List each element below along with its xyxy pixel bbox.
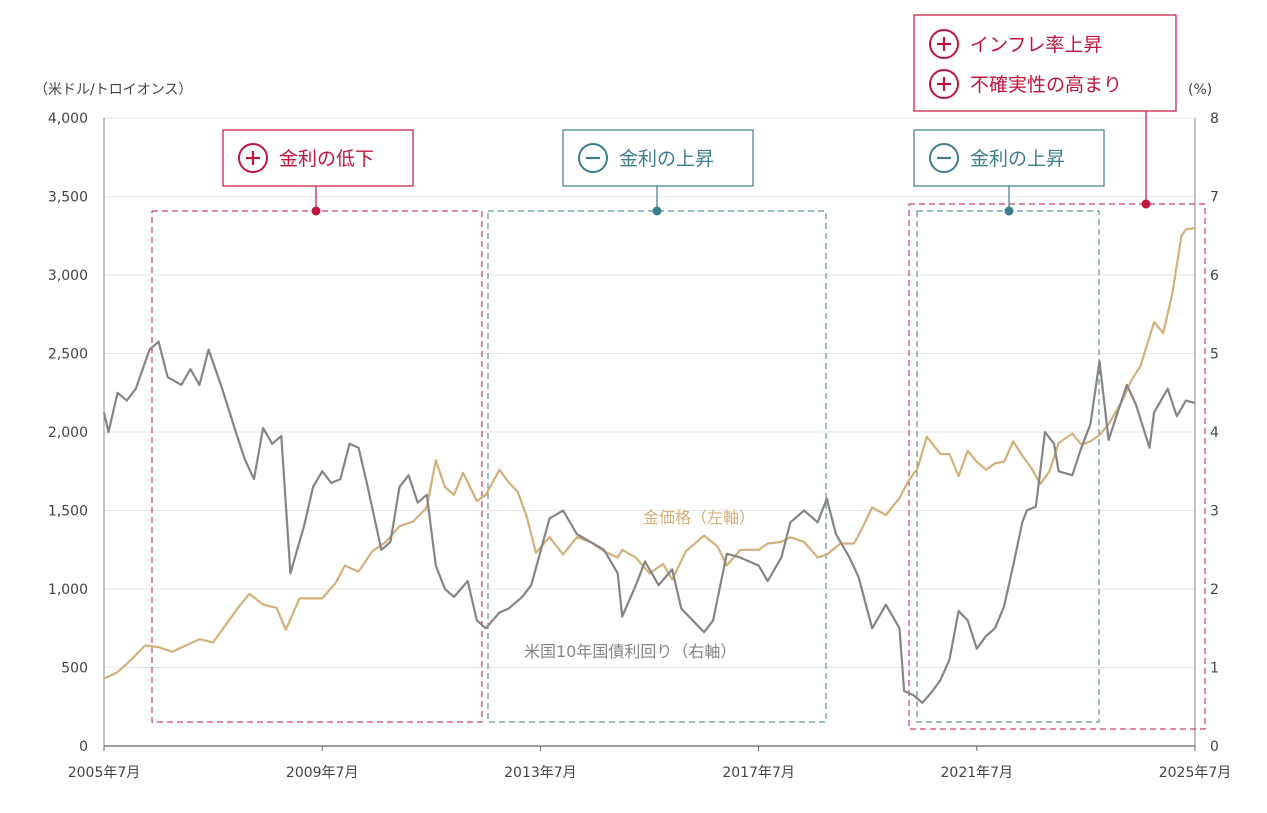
- annotation-dot: [1004, 206, 1014, 216]
- annotation-text: 不確実性の高まり: [970, 74, 1122, 96]
- annotation-text: 金利の上昇: [970, 148, 1065, 170]
- axes: [103, 118, 1196, 747]
- left-tick-label: 1,000: [48, 582, 88, 598]
- x-tick-label: 2009年7月: [286, 765, 359, 781]
- series-label-gold: 金価格（左軸）: [643, 508, 755, 527]
- annotation-region: [916, 210, 1100, 723]
- annotation-text: 金利の低下: [279, 148, 374, 170]
- right-tick-label: 0: [1210, 739, 1219, 755]
- series-label-treasury: 米国10年国債利回り（右軸）: [524, 642, 736, 661]
- right-axis-ticks: 0 1 2 3 4 5 6 7 8: [1210, 111, 1219, 755]
- left-tick-label: 0: [79, 739, 88, 755]
- left-tick-label: 2,500: [48, 347, 88, 363]
- right-tick-label: 5: [1210, 347, 1219, 363]
- annotation-text: 金利の上昇: [619, 148, 714, 170]
- gold-price-line: [103, 226, 1196, 680]
- x-tick-label: 2013年7月: [504, 765, 577, 781]
- annotation-dot: [652, 206, 662, 216]
- x-tick-label: 2025年7月: [1159, 765, 1232, 781]
- annotation-dot: [311, 206, 321, 216]
- right-tick-label: 3: [1210, 504, 1219, 520]
- treasury-yield-line: [102, 340, 1196, 704]
- x-axis-ticks: 2005年7月 2009年7月 2013年7月 2017年7月 2021年7月 2025年…: [68, 746, 1232, 781]
- right-tick-label: 4: [1210, 425, 1219, 441]
- right-tick-label: 8: [1210, 111, 1219, 127]
- right-tick-label: 7: [1210, 190, 1219, 206]
- left-axis-unit-label: （米ドル/トロイオンス）: [34, 82, 192, 98]
- left-tick-label: 500: [61, 661, 88, 677]
- left-axis-ticks: 0 500 1,000 1,500 2,000 2,500 3,000 3,500 4,000: [48, 111, 88, 755]
- left-tick-label: 3,000: [48, 268, 88, 284]
- right-tick-label: 1: [1210, 661, 1219, 677]
- left-tick-label: 3,500: [48, 190, 88, 206]
- annotation-dot: [1141, 199, 1151, 209]
- x-tick-label: 2005年7月: [68, 765, 141, 781]
- right-axis-unit-label: (%): [1188, 82, 1212, 98]
- series-lines: [102, 226, 1196, 704]
- right-tick-label: 2: [1210, 582, 1219, 598]
- annotation-region: [151, 210, 483, 723]
- left-tick-label: 1,500: [48, 504, 88, 520]
- annotation-text: インフレ率上昇: [970, 34, 1102, 56]
- right-tick-label: 6: [1210, 268, 1219, 284]
- x-tick-label: 2017年7月: [722, 765, 795, 781]
- x-tick-label: 2021年7月: [941, 765, 1014, 781]
- annotation-box: [913, 14, 1177, 112]
- annotation-region: [487, 210, 827, 723]
- left-tick-label: 4,000: [48, 111, 88, 127]
- gridlines: [104, 117, 1195, 668]
- left-tick-label: 2,000: [48, 425, 88, 441]
